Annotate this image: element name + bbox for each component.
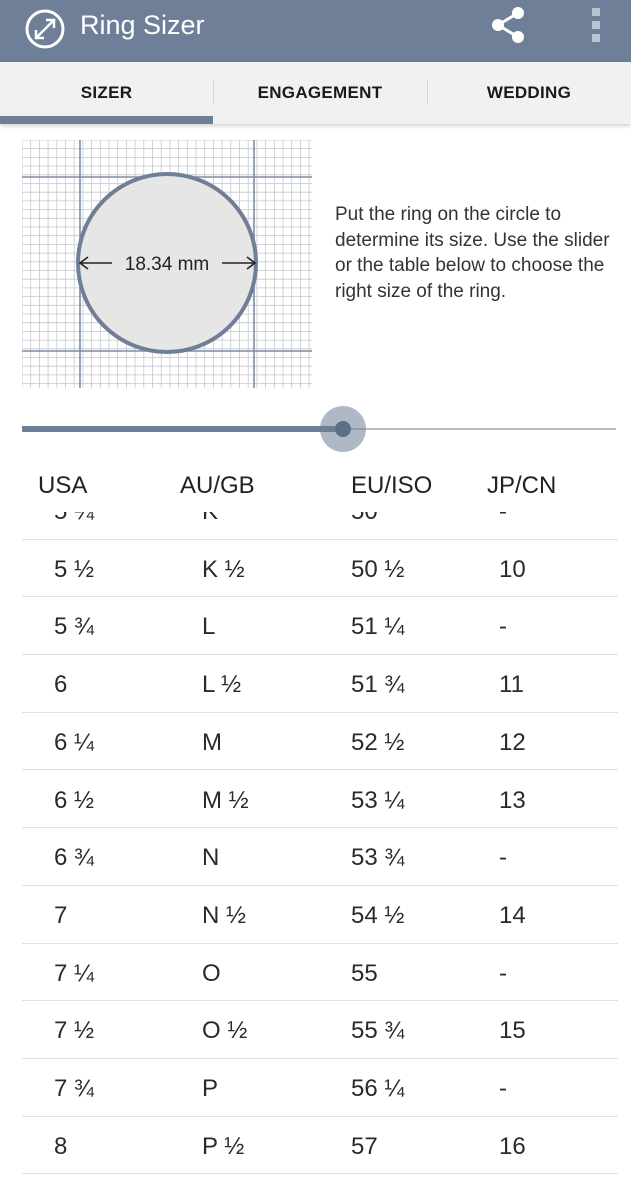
cell-au-gb: P [202, 1075, 219, 1102]
cell-au-gb: M [202, 728, 222, 756]
cell-jp-cn: - [499, 844, 507, 872]
diameter-label: 18.34 mm [125, 254, 209, 275]
ring-gauge-icon [25, 9, 65, 49]
column-header-au-gb: AU/GB [180, 472, 255, 499]
cell-eu-iso: 50 ½ [351, 555, 405, 583]
table-row[interactable]: 7 ½ O ½ 55 ¾ 15 [22, 1001, 618, 1059]
cell-au-gb: N [202, 844, 220, 872]
tab-divider [427, 80, 428, 104]
cell-usa: 7 [54, 901, 68, 929]
cell-eu-iso: 51 ¾ [351, 671, 405, 699]
cell-usa: 7 ¾ [54, 1075, 95, 1102]
cell-jp-cn: - [499, 959, 507, 987]
cell-eu-iso: 53 ¾ [351, 844, 405, 872]
cell-jp-cn: - [499, 613, 507, 641]
cell-au-gb: L [202, 613, 216, 641]
size-table-header: USA AU/GB EU/ISO JP/CN [0, 462, 631, 512]
cell-eu-iso: 50 [351, 512, 378, 526]
cell-jp-cn: 15 [499, 1017, 526, 1045]
cell-jp-cn: 16 [499, 1132, 526, 1160]
cell-au-gb: O ½ [202, 1017, 248, 1045]
cell-usa: 6 ¼ [54, 728, 95, 756]
cell-eu-iso: 55 [351, 959, 378, 987]
cell-eu-iso: 56 ¼ [351, 1075, 405, 1102]
cell-au-gb: N ½ [202, 901, 247, 929]
instructions-text: Put the ring on the circle to determine … [335, 204, 610, 302]
column-header-eu-iso: EU/ISO [351, 472, 433, 499]
table-row[interactable]: 7 N ½ 54 ½ 14 [22, 886, 618, 944]
cell-eu-iso: 51 ¼ [351, 613, 405, 641]
tab-wedding[interactable]: WEDDING [486, 83, 572, 102]
cell-usa: 8 [54, 1132, 68, 1160]
slider-thumb[interactable] [335, 421, 351, 437]
cell-jp-cn: 12 [499, 728, 526, 756]
table-row[interactable]: 6 ¾ N 53 ¾ - [22, 828, 618, 886]
cell-jp-cn: - [499, 1075, 507, 1102]
cell-jp-cn: 11 [499, 671, 524, 699]
tab-divider [213, 80, 214, 104]
cell-au-gb: K ½ [202, 555, 245, 583]
table-row[interactable]: 5 ½ K ½ 50 ½ 10 [22, 540, 618, 598]
app-title: Ring Sizer [80, 10, 205, 40]
tab-bar: SIZER ENGAGEMENT WEDDING [0, 62, 631, 124]
cell-eu-iso: 52 ½ [351, 728, 405, 756]
cell-au-gb: P ½ [202, 1132, 245, 1160]
cell-usa: 6 [54, 671, 68, 699]
cell-jp-cn: 10 [499, 555, 526, 583]
table-row[interactable]: 5 ¾ L 51 ¼ - [22, 597, 618, 656]
diameter-arrow-icon [78, 256, 257, 270]
cell-usa: 5 ¼ [54, 512, 94, 526]
tab-sizer[interactable]: SIZER [80, 83, 133, 102]
cell-jp-cn: 13 [499, 786, 526, 814]
app-bar: Ring Sizer [0, 0, 631, 62]
table-row[interactable]: 7 ¾ P 56 ¼ - [22, 1059, 618, 1117]
cell-au-gb: K [202, 512, 218, 526]
cell-eu-iso: 54 ½ [351, 901, 405, 929]
table-row[interactable]: 6 ¼ M 52 ½ 12 [22, 713, 618, 771]
size-slider[interactable] [22, 404, 616, 454]
cell-eu-iso: 55 ¾ [351, 1017, 405, 1045]
cell-eu-iso: 53 ¼ [351, 786, 405, 814]
cell-au-gb: L ½ [202, 671, 242, 699]
share-icon[interactable] [488, 4, 530, 46]
more-vert-icon[interactable] [584, 6, 608, 44]
cell-au-gb: M ½ [202, 786, 249, 814]
active-tab-indicator [0, 116, 213, 124]
table-row[interactable]: 6 L ½ 51 ¾ 11 [22, 655, 618, 713]
ring-size-circle-figure: 18.34 mm [22, 140, 312, 388]
cell-eu-iso: 57 [351, 1132, 378, 1160]
table-row[interactable]: 7 ¼ O 55 - [22, 944, 618, 1002]
table-row[interactable]: 8 P ½ 57 16 [22, 1117, 618, 1175]
cell-usa: 7 ½ [54, 1017, 95, 1045]
tab-engagement[interactable]: ENGAGEMENT [257, 83, 383, 102]
cell-usa: 7 ¼ [54, 959, 95, 987]
cell-usa: 5 ¾ [54, 613, 95, 641]
cell-au-gb: O [202, 959, 221, 987]
column-header-jp-cn: JP/CN [487, 472, 557, 499]
cell-jp-cn: - [499, 512, 507, 526]
slider-track-fill[interactable] [22, 426, 344, 432]
cell-usa: 6 ¾ [54, 844, 95, 872]
table-row[interactable]: 6 ½ M ½ 53 ¼ 13 [22, 771, 618, 829]
cell-usa: 5 ½ [54, 555, 95, 583]
column-header-usa: USA [38, 472, 88, 499]
cell-usa: 6 ½ [54, 786, 95, 814]
cell-jp-cn: 14 [499, 901, 526, 929]
table-row[interactable]: 5 ¼ K 50 - [22, 512, 618, 540]
